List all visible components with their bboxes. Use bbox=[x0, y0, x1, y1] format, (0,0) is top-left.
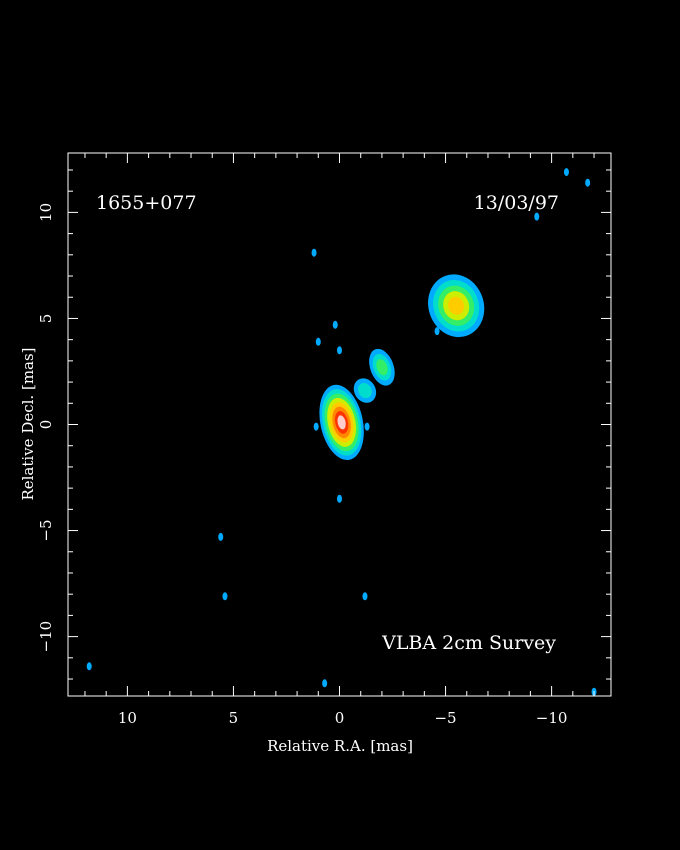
component-jet-knot-middle bbox=[369, 348, 395, 386]
axis-ticks bbox=[68, 153, 611, 696]
source-label: 1655+077 bbox=[96, 192, 197, 214]
noise-spot bbox=[332, 320, 338, 329]
x-tick-label: 0 bbox=[335, 709, 345, 727]
y-tick-label: 5 bbox=[37, 314, 55, 324]
x-axis-label: Relative R.A. [mas] bbox=[267, 737, 413, 755]
y-axis-label: Relative Decl. [mas] bbox=[19, 347, 37, 500]
noise-spot bbox=[563, 168, 569, 177]
component-jet-knot-inner bbox=[353, 378, 377, 403]
component-jet-knot-outer bbox=[428, 274, 485, 338]
noise-spot bbox=[313, 422, 319, 431]
x-tick-label: 10 bbox=[118, 709, 137, 727]
noise-spot bbox=[337, 494, 342, 503]
contour-level bbox=[448, 296, 465, 315]
noise-spot bbox=[362, 592, 368, 601]
noise-spot bbox=[311, 248, 317, 257]
x-tick-label: 5 bbox=[229, 709, 239, 727]
x-tick-label: −5 bbox=[434, 709, 456, 727]
y-tick-label: 10 bbox=[37, 203, 55, 222]
date-label: 13/03/97 bbox=[474, 192, 559, 214]
noise-spot bbox=[218, 532, 224, 541]
noise-spot bbox=[364, 422, 370, 431]
noise-spot bbox=[534, 212, 540, 221]
contour-level bbox=[337, 415, 346, 430]
noise-spot bbox=[337, 346, 342, 355]
noise-spot bbox=[322, 679, 328, 688]
noise-spot bbox=[434, 327, 440, 336]
noise-spot bbox=[585, 178, 591, 187]
tick-labels: 10 5 0 −5 −10 10 5 0 −5 −10 bbox=[37, 203, 567, 727]
noise-spot bbox=[315, 337, 321, 346]
x-tick-label: −10 bbox=[536, 709, 568, 727]
y-tick-label: −5 bbox=[37, 519, 55, 541]
survey-label: VLBA 2cm Survey bbox=[381, 632, 556, 654]
emission-components bbox=[86, 168, 597, 696]
noise-spot bbox=[222, 592, 228, 601]
contour-level bbox=[376, 359, 388, 376]
noise-spot bbox=[86, 662, 92, 671]
y-tick-label: −10 bbox=[37, 621, 55, 653]
y-tick-label: 0 bbox=[37, 420, 55, 430]
component-core bbox=[319, 384, 364, 460]
contour-level bbox=[358, 383, 372, 399]
